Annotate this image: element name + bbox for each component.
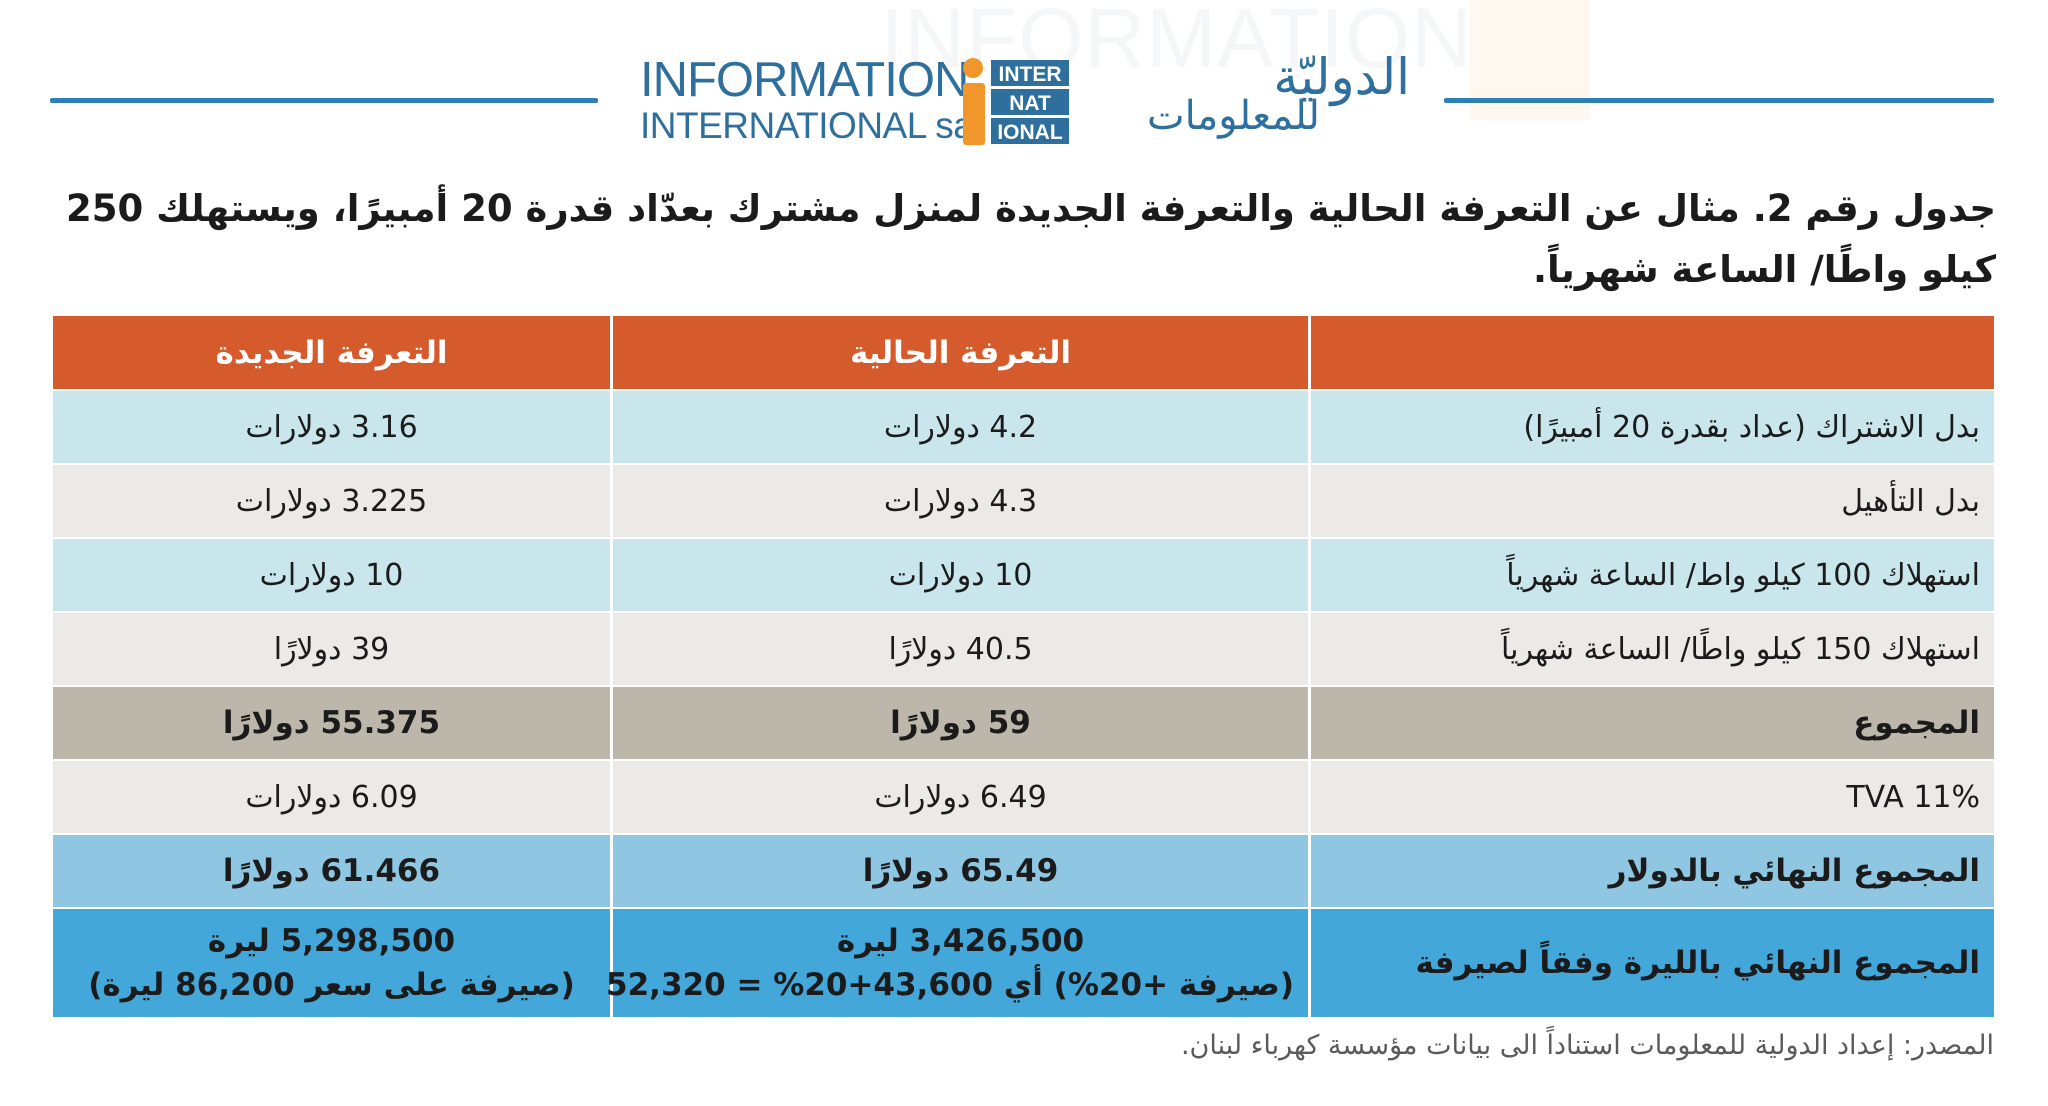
table-row: استهلاك 100 كيلو واط/ الساعة شهرياً 10 د… <box>50 538 1997 613</box>
mark-letters-2: NAT <box>1009 92 1051 115</box>
cell-new: 10 دولارات <box>50 538 613 613</box>
brand-ar-line1: الدوليّة <box>1273 48 1410 106</box>
header-cell-current: التعرفة الحالية <box>610 316 1311 391</box>
row-label: TVA 11% <box>1308 760 1997 835</box>
cell-current: 59 دولارًا <box>610 686 1311 761</box>
mark-letters-3: IONAL <box>997 121 1063 144</box>
source-note: المصدر: إعداد الدولية للمعلومات استناداً… <box>1180 1030 1994 1061</box>
brand-ar-line2: للمعلومات <box>1146 93 1320 139</box>
row-label: استهلاك 150 كيلو واطًا/ الساعة شهرياً <box>1308 612 1997 687</box>
header-cell-label <box>1308 316 1997 391</box>
cell-current: 10 دولارات <box>610 538 1311 613</box>
cell-new-line2: (صيرفة على سعر 86,200 ليرة) <box>88 967 575 1003</box>
table-row: بدل التأهيل 4.3 دولارات 3.225 دولارات <box>50 464 1997 539</box>
cell-new: 3.225 دولارات <box>50 464 613 539</box>
mark-letters-1: INTER <box>999 63 1062 86</box>
cell-current: 3,426,500 ليرة (صيرفة +20%) أي 43,600+20… <box>606 908 1311 1019</box>
row-label: المجموع النهائي بالليرة وفقاً لصيرفة <box>1308 908 1997 1019</box>
cell-current-line2: (صيرفة +20%) أي 43,600+20% = 52,320 <box>606 967 1294 1003</box>
cell-new: 5,298,500 ليرة (صيرفة على سعر 86,200 لير… <box>50 908 613 1019</box>
tariff-table: التعرفة الحالية التعرفة الجديدة بدل الاش… <box>50 316 1997 1019</box>
row-label: المجموع النهائي بالدولار <box>1308 834 1997 909</box>
header-rule-right <box>1444 98 1994 103</box>
row-label: بدل الاشتراك (عداد بقدرة 20 أمبيرًا) <box>1308 390 1997 465</box>
table-row-final-usd: المجموع النهائي بالدولار 65.49 دولارًا 6… <box>50 834 1997 909</box>
cell-new: 39 دولارًا <box>50 612 613 687</box>
header-rule-left <box>50 98 598 103</box>
brand-logo: INFORMATION INTERNATIONAL sal INTER NAT … <box>640 52 1410 152</box>
cell-new-line1: 5,298,500 ليرة <box>207 923 456 959</box>
row-label: المجموع <box>1308 686 1997 761</box>
cell-new: 6.09 دولارات <box>50 760 613 835</box>
table-row: استهلاك 150 كيلو واطًا/ الساعة شهرياً 40… <box>50 612 1997 687</box>
cell-current: 4.3 دولارات <box>610 464 1311 539</box>
brand-en-line2: INTERNATIONAL sal <box>640 105 982 146</box>
brand-english: INFORMATION INTERNATIONAL sal <box>640 53 982 146</box>
row-label: بدل التأهيل <box>1308 464 1997 539</box>
cell-new: 3.16 دولارات <box>50 390 613 465</box>
cell-current: 4.2 دولارات <box>610 390 1311 465</box>
cell-current: 6.49 دولارات <box>610 760 1311 835</box>
brand-en-line1: INFORMATION <box>640 53 969 107</box>
table-header-row: التعرفة الحالية التعرفة الجديدة <box>50 316 1997 391</box>
header-cell-new: التعرفة الجديدة <box>50 316 613 391</box>
table-row-total: المجموع 59 دولارًا 55.375 دولارًا <box>50 686 1997 761</box>
cell-current: 40.5 دولارًا <box>610 612 1311 687</box>
table-title: جدول رقم 2. مثال عن التعرفة الحالية والت… <box>66 187 1996 291</box>
cell-current: 65.49 دولارًا <box>610 834 1311 909</box>
cell-new: 61.466 دولارًا <box>50 834 613 909</box>
table-row: TVA 11% 6.49 دولارات 6.09 دولارات <box>50 760 1997 835</box>
brand-arabic: الدوليّة للمعلومات <box>1080 52 1410 148</box>
table-row-final-lira: المجموع النهائي بالليرة وفقاً لصيرفة 3,4… <box>50 908 1997 1019</box>
table-row: بدل الاشتراك (عداد بقدرة 20 أمبيرًا) 4.2… <box>50 390 1997 465</box>
row-label: استهلاك 100 كيلو واط/ الساعة شهرياً <box>1308 538 1997 613</box>
cell-current-line1: 3,426,500 ليرة <box>836 923 1085 959</box>
brand-mark-icon: INTER NAT IONAL <box>957 56 1072 148</box>
cell-new: 55.375 دولارًا <box>50 686 613 761</box>
